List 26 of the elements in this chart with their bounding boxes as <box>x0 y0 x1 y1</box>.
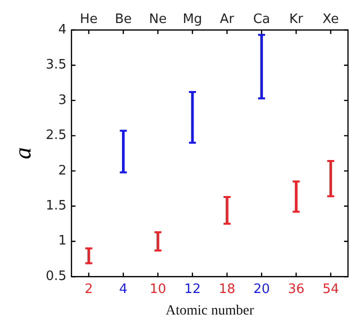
y-tick-label: 0.5 <box>46 268 66 284</box>
annotation: Kr <box>289 12 304 27</box>
y-tick-label: 2 <box>58 163 66 178</box>
x-tick-label: 18 <box>218 282 236 297</box>
y-tick-label: 1.5 <box>46 198 66 214</box>
annotation: Xe <box>322 12 339 27</box>
x-tick-label: 10 <box>150 282 166 297</box>
annotation: Ca <box>253 12 270 27</box>
y-tick-label: 3 <box>58 92 66 108</box>
x-tick-label: 4 <box>119 282 128 297</box>
x-axis-title: Atomic number <box>166 303 254 318</box>
y-tick-label: 4 <box>58 22 66 38</box>
y-tick-label: 3.5 <box>46 58 66 73</box>
x-tick-label: 2 <box>84 282 93 297</box>
y-tick-label: 2.5 <box>46 128 66 144</box>
annotation: He <box>80 12 98 27</box>
annotation: Ar <box>220 12 235 27</box>
annotation: Mg <box>182 12 202 27</box>
x-tick-label: 36 <box>288 282 304 297</box>
x-tick-label: 20 <box>253 282 270 297</box>
x-tick-label: 12 <box>184 282 201 297</box>
annotation: Ne <box>149 12 167 27</box>
y-tick-label: 1 <box>58 234 66 249</box>
x-tick-label: 54 <box>322 282 339 297</box>
y-axis-title: a <box>10 147 37 160</box>
annotation: Be <box>114 12 132 27</box>
